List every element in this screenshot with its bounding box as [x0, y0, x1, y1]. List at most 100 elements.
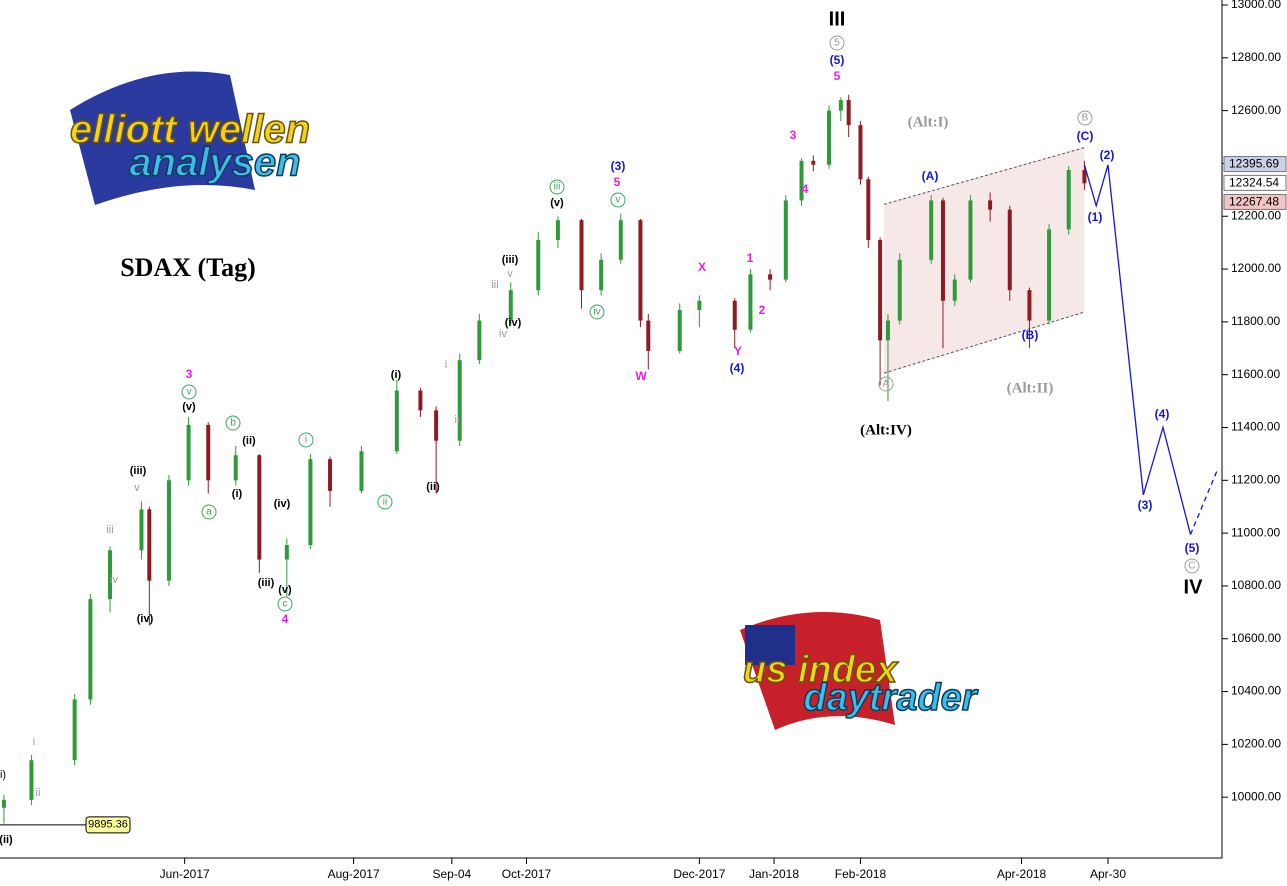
- wave-label: Y: [734, 344, 742, 358]
- price-label: 12395.69: [1229, 157, 1279, 171]
- chart-title: SDAX (Tag): [120, 253, 256, 282]
- x-tick-label: Sep-04: [432, 867, 471, 881]
- wave-label: i: [445, 359, 447, 371]
- x-tick-label: Dec-2017: [673, 867, 725, 881]
- price-label-box: [1223, 174, 1287, 191]
- candle-body: [846, 100, 851, 126]
- candle-body: [394, 390, 399, 452]
- wave-label: 2: [759, 303, 766, 317]
- wave-label: (iv): [137, 613, 154, 625]
- wave-label: 5: [834, 38, 840, 49]
- candle-body: [811, 160, 816, 165]
- wave-label: (ii): [426, 481, 440, 493]
- candle-body: [866, 179, 871, 241]
- wave-label: (1): [1088, 210, 1103, 224]
- candle-body: [799, 160, 804, 201]
- wave-label: (A): [922, 169, 939, 183]
- candle-body: [929, 200, 934, 260]
- logo-us: us index daytrader: [740, 612, 980, 730]
- candle-body: [359, 451, 364, 491]
- wave-label: (3): [611, 159, 626, 173]
- annotation-circle: [181, 384, 197, 400]
- y-tick-label: 10800.00: [1231, 578, 1281, 592]
- y-tick-label: 10200.00: [1231, 737, 1281, 751]
- price-label: 12267.48: [1229, 195, 1279, 209]
- candle-body: [555, 220, 560, 241]
- wave-label: iv: [110, 574, 118, 586]
- flag-canton: [745, 625, 795, 665]
- wave-label: 1: [747, 251, 754, 265]
- wave-label: (i): [232, 488, 243, 500]
- wave-label: b: [230, 418, 236, 429]
- wave-label: IV: [1184, 576, 1204, 598]
- candle-body: [1082, 170, 1087, 184]
- candle-body: [579, 220, 584, 291]
- candle-body: [457, 360, 462, 441]
- y-tick-label: 13000.00: [1231, 0, 1281, 11]
- wave-label: (iv): [274, 498, 291, 510]
- wave-label: a: [206, 507, 212, 518]
- wave-label: III: [829, 8, 846, 30]
- annotation-circle: [377, 494, 393, 510]
- y-tick-label: 11400.00: [1231, 420, 1280, 434]
- candle-body: [618, 220, 623, 260]
- wave-label: ii: [383, 497, 387, 508]
- wave-label: iii: [554, 182, 561, 193]
- wave-label: 5: [834, 69, 841, 83]
- x-tick-label: Jun-2017: [160, 867, 210, 881]
- candle-body: [536, 240, 541, 291]
- y-tick-label: 12800.00: [1231, 50, 1281, 64]
- wave-label: (ii): [0, 834, 13, 846]
- candle-body: [638, 220, 643, 321]
- wave-label: iv: [499, 328, 507, 340]
- candle-body: [284, 545, 289, 560]
- y-tick-label: 11600.00: [1231, 367, 1280, 381]
- x-tick-label: Oct-2017: [502, 867, 552, 881]
- logo-text: analysen: [129, 141, 300, 185]
- candle-body: [139, 509, 144, 551]
- wave-label: B: [1082, 113, 1089, 124]
- candle-body: [1, 799, 6, 808]
- annotation-circle: [610, 192, 626, 208]
- wave-label: (ii): [242, 435, 256, 447]
- candle-body: [783, 200, 788, 280]
- wave-label: ii: [36, 787, 41, 799]
- candle-body: [233, 455, 238, 481]
- wave-label: (iii): [130, 465, 147, 477]
- candle-body: [697, 300, 702, 310]
- wave-label: 3: [790, 128, 797, 142]
- wave-label: (4): [730, 361, 745, 375]
- wave-label: i: [305, 435, 307, 446]
- wave-label: 4: [802, 182, 809, 196]
- logo-text: elliott wellen: [70, 108, 310, 152]
- candle-body: [328, 459, 333, 491]
- wave-label: (B): [1022, 328, 1039, 342]
- wave-label: (Alt:I): [908, 114, 949, 130]
- wave-label: (iii): [502, 254, 519, 266]
- candle-body: [166, 480, 171, 581]
- y-tick-label: 12200.00: [1231, 208, 1281, 222]
- candle-body: [477, 320, 482, 361]
- y-tick-label: 11800.00: [1231, 314, 1280, 328]
- wave-label: 3: [186, 367, 193, 381]
- wave-label: v: [134, 482, 140, 494]
- candle-body: [147, 509, 152, 581]
- candle-body: [768, 274, 773, 280]
- wave-label: (C): [1077, 129, 1094, 143]
- wave-label: (Alt:IV): [860, 422, 912, 438]
- wave-label: 4: [282, 612, 289, 626]
- price-label: 12324.54: [1229, 176, 1279, 190]
- candle-body: [418, 390, 423, 411]
- candle-body: [206, 424, 211, 481]
- y-tick-label: 11000.00: [1231, 525, 1280, 539]
- candle-body: [827, 110, 832, 165]
- candle-body: [732, 300, 737, 330]
- candle-body: [1047, 229, 1052, 321]
- annotation-circle: [1184, 558, 1200, 574]
- wave-label: W: [635, 369, 647, 383]
- candle-body: [308, 459, 313, 546]
- wave-label: i): [0, 769, 6, 781]
- candle-body: [599, 259, 604, 291]
- candle-body: [434, 410, 439, 441]
- x-tick-label: Aug-2017: [328, 867, 380, 881]
